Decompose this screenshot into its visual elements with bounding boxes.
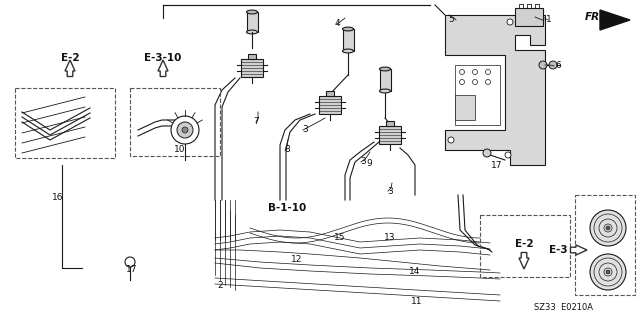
Polygon shape — [519, 253, 529, 269]
Circle shape — [182, 127, 188, 133]
Text: E-2: E-2 — [515, 239, 533, 249]
Text: FR.: FR. — [585, 12, 604, 22]
Bar — [241, 59, 263, 77]
Text: 3: 3 — [302, 125, 308, 135]
Bar — [246, 12, 257, 32]
Circle shape — [472, 79, 477, 85]
Bar — [15, 88, 115, 158]
Ellipse shape — [342, 49, 353, 53]
Text: E-3: E-3 — [549, 245, 568, 255]
Text: E-3-10: E-3-10 — [144, 53, 182, 63]
Polygon shape — [570, 245, 587, 255]
Circle shape — [507, 19, 513, 25]
Text: 14: 14 — [410, 266, 420, 276]
Circle shape — [460, 70, 465, 75]
Bar — [515, 8, 543, 26]
Text: 13: 13 — [384, 234, 396, 242]
Text: 8: 8 — [284, 145, 290, 154]
Circle shape — [606, 226, 610, 230]
Text: E-2: E-2 — [61, 53, 79, 63]
Text: 11: 11 — [412, 296, 423, 306]
Text: 6: 6 — [555, 62, 561, 70]
Circle shape — [590, 254, 626, 290]
Text: 15: 15 — [334, 234, 346, 242]
Text: 1: 1 — [546, 16, 552, 25]
Ellipse shape — [246, 30, 257, 34]
Circle shape — [177, 122, 193, 138]
Polygon shape — [65, 60, 75, 77]
Circle shape — [505, 152, 511, 158]
Text: 5: 5 — [448, 16, 454, 25]
Circle shape — [483, 149, 491, 157]
Bar — [480, 215, 570, 277]
Text: 16: 16 — [52, 194, 64, 203]
Ellipse shape — [342, 27, 353, 31]
Ellipse shape — [246, 10, 257, 14]
Text: 7: 7 — [253, 117, 259, 127]
Text: 4: 4 — [334, 19, 340, 28]
Bar — [380, 69, 390, 91]
Circle shape — [472, 70, 477, 75]
Text: 17: 17 — [126, 265, 138, 275]
Circle shape — [486, 79, 490, 85]
Bar — [575, 195, 635, 295]
Text: 17: 17 — [492, 161, 503, 170]
Circle shape — [486, 70, 490, 75]
Bar — [455, 65, 500, 125]
Polygon shape — [158, 60, 168, 77]
Text: SZ33  E0210A: SZ33 E0210A — [534, 303, 593, 313]
Bar — [130, 88, 220, 156]
Text: 9: 9 — [366, 160, 372, 168]
Bar — [248, 54, 255, 59]
Ellipse shape — [380, 89, 390, 93]
Bar — [387, 121, 394, 126]
Polygon shape — [600, 10, 630, 30]
Bar — [319, 96, 341, 114]
Circle shape — [549, 61, 557, 69]
Text: 2: 2 — [217, 281, 223, 291]
Text: 3: 3 — [360, 158, 366, 167]
Circle shape — [590, 210, 626, 246]
Text: B-1-10: B-1-10 — [268, 203, 306, 213]
Bar — [379, 126, 401, 144]
Text: 10: 10 — [174, 145, 186, 154]
Circle shape — [171, 116, 199, 144]
Bar — [342, 29, 353, 51]
Circle shape — [448, 137, 454, 143]
Polygon shape — [445, 15, 545, 165]
Bar — [326, 91, 333, 96]
Circle shape — [606, 270, 610, 274]
Text: 3: 3 — [387, 187, 393, 196]
Bar — [455, 95, 475, 120]
Circle shape — [460, 79, 465, 85]
Text: 12: 12 — [291, 255, 303, 263]
Ellipse shape — [380, 67, 390, 71]
Circle shape — [125, 257, 135, 267]
Circle shape — [539, 61, 547, 69]
